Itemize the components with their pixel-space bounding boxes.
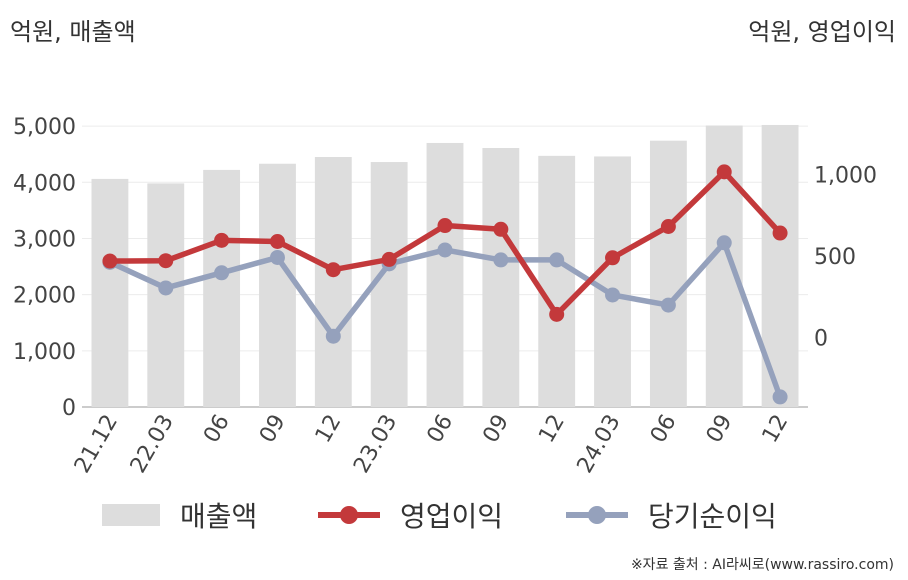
net-income-point (772, 389, 788, 405)
net-income-point (493, 252, 509, 268)
x-tick-label: 12 (758, 411, 794, 448)
x-tick-label: 22.03 (126, 411, 179, 478)
x-tick-label: 09 (478, 411, 514, 448)
revenue-bar (426, 142, 464, 408)
operating-profit-point (772, 225, 788, 241)
legend-swatch-operating-profit (318, 504, 380, 526)
left-axis-unit: 억원, 매출액 (10, 18, 136, 46)
revenue-bar (91, 178, 129, 407)
right-tick-label: 0 (814, 327, 828, 352)
left-axis-ticks: 0 1,000 2,000 3,000 4,000 5,000 (13, 115, 76, 421)
legend-item-operating-profit: 영업이익 (318, 492, 503, 538)
left-tick-label: 0 (62, 396, 76, 421)
legend: 매출액 영업이익 당기순이익 (0, 492, 908, 538)
operating-profit-point (325, 262, 341, 278)
x-axis-ticks: 21.12 22.03 06 09 12 23.03 06 09 12 24.03 06 09 12 (70, 411, 793, 478)
net-income-point (325, 328, 341, 344)
x-tick-label: 06 (423, 411, 459, 448)
x-tick-label: 12 (534, 411, 570, 448)
x-tick-label: 09 (702, 411, 738, 448)
legend-label-net-income: 당기순이익 (648, 500, 777, 533)
x-tick-label: 06 (646, 411, 682, 448)
x-tick-label: 06 (199, 411, 235, 448)
left-tick-label: 2,000 (13, 284, 76, 309)
right-axis-unit: 억원, 영업이익 (748, 18, 896, 46)
legend-item-revenue: 매출액 (102, 492, 257, 538)
profit-lines (102, 164, 788, 405)
operating-profit-point (660, 218, 676, 234)
right-tick-label: 500 (814, 245, 856, 270)
legend-label-revenue: 매출액 (180, 500, 258, 533)
left-tick-label: 3,000 (13, 227, 76, 252)
operating-profit-point (381, 251, 397, 267)
x-tick-label: 21.12 (70, 411, 123, 478)
net-income-point (549, 252, 565, 268)
legend-swatch-net-income (566, 504, 628, 526)
revenue-bars (91, 124, 799, 408)
x-tick-label: 23.03 (349, 411, 402, 478)
left-tick-label: 1,000 (13, 340, 76, 365)
operating-profit-point (102, 253, 118, 269)
operating-profit-point (158, 253, 174, 269)
net-income-point (214, 265, 230, 281)
operating-profit-point (437, 218, 453, 234)
combo-chart: 0 1,000 2,000 3,000 4,000 5,000 0 500 1,000 21.… (13, 115, 877, 478)
revenue-bar (482, 148, 520, 407)
revenue-bar (649, 140, 687, 407)
right-tick-label: 1,000 (814, 164, 877, 189)
revenue-bar (203, 169, 241, 407)
left-tick-label: 5,000 (13, 115, 76, 140)
operating-profit-point (493, 221, 509, 237)
net-income-point (660, 297, 676, 313)
x-tick-label: 12 (311, 411, 347, 448)
legend-item-net-income: 당기순이익 (566, 492, 777, 538)
net-income-point (158, 280, 174, 296)
x-tick-label: 09 (255, 411, 291, 448)
revenue-bar (594, 156, 631, 407)
revenue-bar (314, 156, 352, 407)
net-income-point (716, 235, 732, 251)
revenue-bar (538, 155, 576, 407)
x-tick-label: 24.03 (573, 411, 626, 478)
net-income-point (605, 287, 621, 303)
left-tick-label: 4,000 (13, 171, 76, 196)
source-note: ※자료 출처 : AI라씨로(www.rassiro.com) (630, 557, 894, 573)
operating-profit-point (605, 250, 621, 266)
revenue-bar (370, 162, 408, 407)
right-axis-ticks: 0 500 1,000 (814, 164, 877, 352)
net-income-point (269, 249, 285, 265)
operating-profit-point (214, 232, 230, 248)
legend-label-operating-profit: 영업이익 (400, 500, 504, 533)
net-income-point (437, 242, 453, 258)
operating-profit-point (716, 164, 732, 180)
operating-profit-point (269, 233, 285, 249)
legend-swatch-revenue (102, 504, 160, 526)
revenue-bar (259, 163, 296, 407)
operating-profit-point (549, 306, 565, 322)
